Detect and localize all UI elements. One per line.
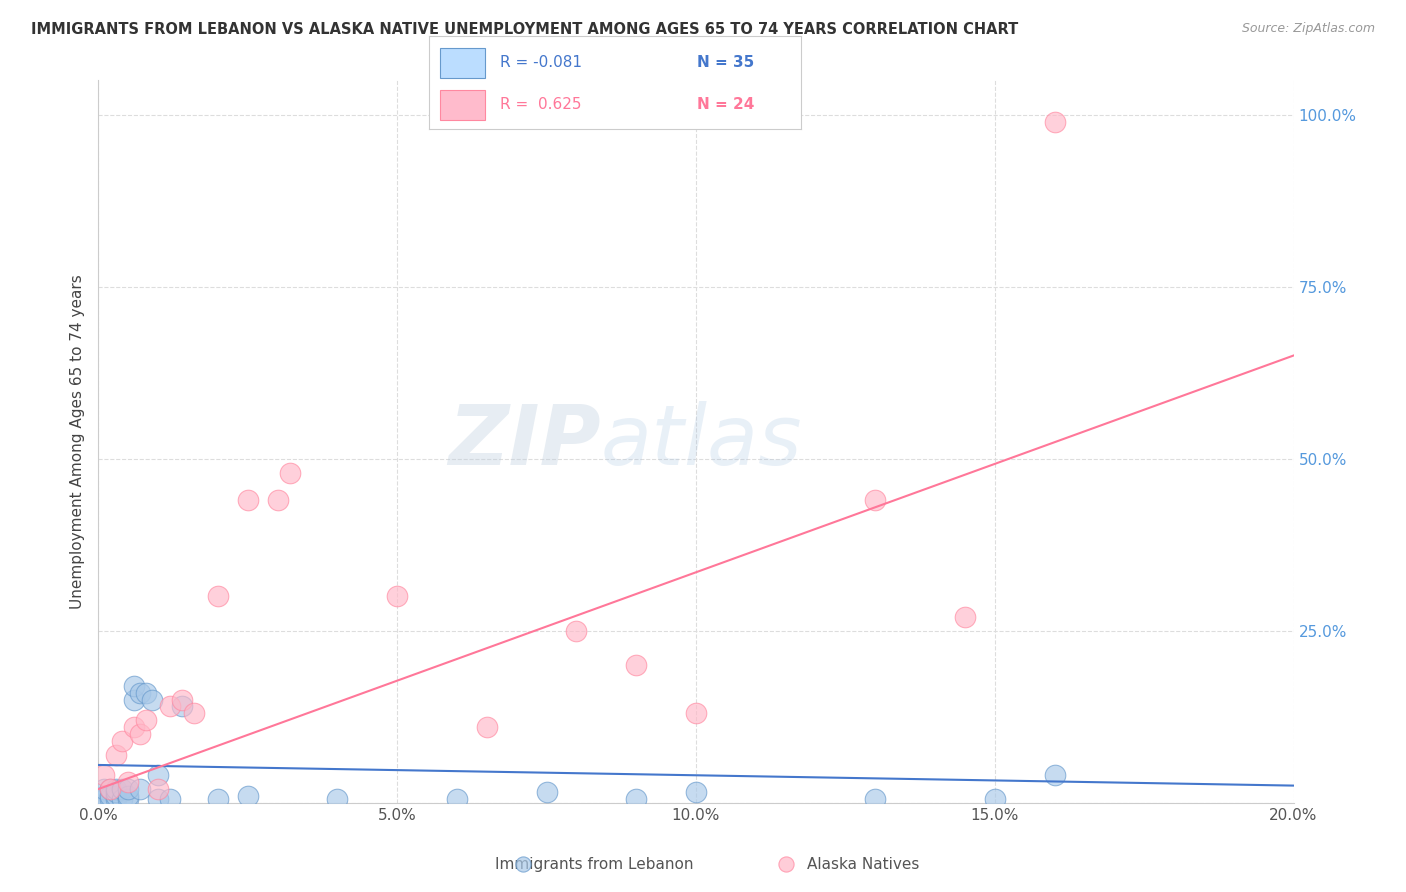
Point xyxy=(626,792,648,806)
Point xyxy=(111,792,134,806)
Text: Source: ZipAtlas.com: Source: ZipAtlas.com xyxy=(1241,22,1375,36)
Point xyxy=(159,792,181,806)
Point xyxy=(105,747,128,762)
Point xyxy=(124,679,146,693)
Point xyxy=(98,792,122,806)
Point xyxy=(865,792,887,806)
Point xyxy=(141,692,163,706)
Point xyxy=(105,789,128,803)
Point xyxy=(865,493,887,508)
Point xyxy=(124,692,146,706)
Point xyxy=(148,768,170,782)
Point xyxy=(278,466,301,480)
Point xyxy=(135,713,157,727)
Point xyxy=(172,699,194,714)
Text: atlas: atlas xyxy=(600,401,801,482)
Point xyxy=(93,782,115,797)
Point xyxy=(207,590,229,604)
Point xyxy=(124,720,146,734)
Point xyxy=(159,699,181,714)
Text: N = 24: N = 24 xyxy=(697,97,755,112)
FancyBboxPatch shape xyxy=(440,90,485,120)
Y-axis label: Unemployment Among Ages 65 to 74 years: Unemployment Among Ages 65 to 74 years xyxy=(69,274,84,609)
Point xyxy=(475,720,498,734)
Point xyxy=(446,792,468,806)
Point xyxy=(148,782,170,797)
Point xyxy=(267,493,290,508)
Point xyxy=(98,782,122,797)
Point xyxy=(536,785,558,799)
Point xyxy=(135,686,157,700)
Point xyxy=(117,789,139,803)
Point xyxy=(129,727,152,741)
Point xyxy=(129,782,152,797)
Text: Immigrants from Lebanon: Immigrants from Lebanon xyxy=(495,856,693,871)
Point xyxy=(105,782,128,797)
Point xyxy=(98,789,122,803)
FancyBboxPatch shape xyxy=(440,48,485,78)
Point xyxy=(385,590,409,604)
Point xyxy=(93,789,115,803)
Point xyxy=(105,785,128,799)
Point xyxy=(93,768,115,782)
Point xyxy=(93,792,115,806)
Text: Alaska Natives: Alaska Natives xyxy=(807,856,920,871)
Point xyxy=(111,734,134,748)
Point xyxy=(984,792,1007,806)
Point xyxy=(111,782,134,797)
Point xyxy=(1043,114,1066,128)
Point xyxy=(236,493,259,508)
Point xyxy=(685,785,707,799)
Point xyxy=(685,706,707,721)
Point xyxy=(626,658,648,673)
Text: R = -0.081: R = -0.081 xyxy=(499,55,582,70)
Point xyxy=(117,792,139,806)
Point xyxy=(207,792,229,806)
Point xyxy=(953,610,976,624)
Point xyxy=(98,782,122,797)
Point xyxy=(326,792,349,806)
Point xyxy=(172,692,194,706)
Point xyxy=(105,792,128,806)
Text: N = 35: N = 35 xyxy=(697,55,755,70)
Point xyxy=(129,686,152,700)
Point xyxy=(1043,768,1066,782)
Point xyxy=(117,775,139,789)
Text: ZIP: ZIP xyxy=(447,401,600,482)
Point xyxy=(183,706,205,721)
Point xyxy=(236,789,259,803)
Point xyxy=(117,782,139,797)
Point xyxy=(148,792,170,806)
Text: R =  0.625: R = 0.625 xyxy=(499,97,581,112)
Text: IMMIGRANTS FROM LEBANON VS ALASKA NATIVE UNEMPLOYMENT AMONG AGES 65 TO 74 YEARS : IMMIGRANTS FROM LEBANON VS ALASKA NATIVE… xyxy=(31,22,1018,37)
Point xyxy=(565,624,588,638)
